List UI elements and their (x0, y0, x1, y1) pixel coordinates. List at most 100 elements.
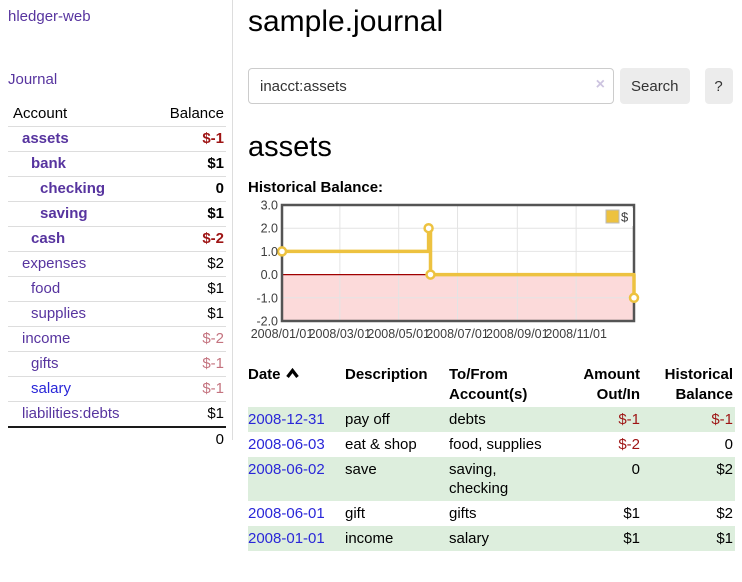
svg-text:-2.0: -2.0 (256, 315, 278, 329)
txn-date-link[interactable]: 2008-06-02 (248, 461, 325, 478)
search-row: × Search ? (248, 68, 735, 104)
txn-date-link[interactable]: 2008-01-01 (248, 530, 325, 547)
txn-accounts-cell: debts (449, 411, 486, 428)
txn-accounts-cell: gifts (449, 505, 477, 522)
txn-balance-cell: $-1 (711, 411, 733, 428)
svg-text:1.0: 1.0 (261, 245, 278, 259)
transaction-row: 2008-12-31 pay off debts $-1 $-1 (248, 407, 735, 432)
svg-text:2.0: 2.0 (261, 222, 278, 236)
transaction-row: 2008-01-01 income salary $1 $1 (248, 526, 735, 551)
svg-text:2008/01/01: 2008/01/01 (251, 327, 314, 341)
account-row: bank $1 (8, 152, 226, 177)
account-row: salary $-1 (8, 377, 226, 402)
txn-balance-cell: $1 (716, 530, 733, 547)
txn-amount-cell: $-2 (618, 436, 640, 453)
account-row: cash $-2 (8, 227, 226, 252)
accounts-total-balance: 0 (215, 431, 224, 448)
search-input[interactable] (248, 68, 614, 104)
svg-text:$: $ (621, 210, 629, 225)
account-row: liabilities:debts $1 (8, 402, 226, 427)
account-link[interactable]: liabilities:debts (22, 405, 120, 422)
txn-accounts-cell: saving, checking (449, 461, 509, 497)
account-row: checking 0 (8, 177, 226, 202)
historical-balance-chart: $3.0 2.0 1.0 0.0 -1.0 -2.0 2008/01/01 2008/03/0… (248, 200, 735, 346)
account-link[interactable]: food (31, 280, 61, 297)
search-wrap: × (248, 68, 614, 104)
account-link[interactable]: gifts (31, 355, 59, 372)
txn-col-tofrom: To/From Account(s) (449, 366, 528, 403)
account-link[interactable]: bank (31, 155, 67, 172)
account-row: assets $-1 (8, 127, 226, 152)
account-balance: $1 (207, 405, 224, 422)
account-link[interactable]: expenses (22, 255, 87, 272)
account-link[interactable]: assets (22, 130, 69, 147)
txn-date-cell: 2008-12-31 (248, 407, 345, 432)
clear-search-icon[interactable]: × (595, 76, 605, 93)
search-button[interactable]: Search (620, 68, 690, 104)
accounts-col-account: Account (13, 105, 68, 122)
txn-balance-cell: $2 (716, 505, 733, 522)
account-link[interactable]: income (22, 330, 71, 347)
txn-date-cell: 2008-06-03 (248, 432, 345, 457)
accounts-header-row: Account Balance (8, 101, 226, 127)
txn-description-cell: save (345, 461, 377, 478)
account-link[interactable]: cash (31, 230, 66, 247)
sidebar-item-journal[interactable]: Journal (8, 71, 58, 88)
txn-balance-cell: 0 (724, 436, 733, 453)
account-balance: $1 (207, 305, 224, 322)
txn-description-cell: gift (345, 505, 366, 522)
txn-col-amount: Amount Out/In (583, 366, 640, 403)
account-balance: $-2 (202, 330, 224, 347)
account-balance: 0 (215, 180, 224, 197)
sort-asc-icon (285, 365, 300, 385)
account-row: saving $1 (8, 202, 226, 227)
account-balance: $-2 (202, 230, 224, 247)
accounts-table: Account Balance assets $-1 bank $1 checking 0… (8, 101, 226, 452)
txn-col-historical: Historical Balance (664, 366, 733, 403)
account-page-title: assets (248, 131, 332, 163)
transaction-row: 2008-06-03 eat & shop food, supplies $-2 0 (248, 432, 735, 457)
account-balance: $1 (207, 280, 224, 297)
account-row: food $1 (8, 277, 226, 302)
transaction-row: 2008-06-02 save saving, checking 0 $2 (248, 457, 735, 501)
txn-date-link[interactable]: 2008-12-31 (248, 411, 325, 428)
txn-description-cell: income (345, 530, 394, 547)
chart-label: Historical Balance: (248, 179, 384, 196)
accounts-col-balance: Balance (169, 105, 224, 122)
brand-link[interactable]: hledger-web (8, 8, 91, 25)
sidebar: hledger-web Journal Account Balance asse… (0, 0, 233, 551)
accounts-total-row: 0 (8, 427, 226, 452)
transaction-row: 2008-06-01 gift gifts $1 $2 (248, 501, 735, 526)
journal-title: sample.journal (248, 5, 444, 38)
svg-text:3.0: 3.0 (261, 200, 278, 213)
account-row: income $-2 (8, 327, 226, 352)
svg-text:2008/11/01: 2008/11/01 (545, 327, 607, 341)
account-balance: $1 (207, 205, 224, 222)
txn-date-cell: 2008-01-01 (248, 526, 345, 551)
transactions-header-row: Date Description To/From Account(s) Amount Ou… (248, 362, 735, 407)
account-link[interactable]: salary (31, 380, 72, 397)
account-balance: $2 (207, 255, 224, 272)
account-row: gifts $-1 (8, 352, 226, 377)
account-row: expenses $2 (8, 252, 226, 277)
account-link[interactable]: saving (40, 205, 88, 222)
account-balance: $-1 (202, 380, 224, 397)
app: hledger-web Journal Account Balance asse… (0, 0, 735, 551)
txn-date-link[interactable]: 2008-06-03 (248, 436, 325, 453)
help-button[interactable]: ? (704, 68, 733, 104)
account-balance: $-1 (202, 130, 224, 147)
txn-amount-cell: $1 (623, 530, 640, 547)
account-balance: $1 (207, 155, 224, 172)
svg-text:2008/09/01: 2008/09/01 (486, 327, 549, 341)
txn-col-description: Description (345, 366, 428, 383)
txn-col-date[interactable]: Date (248, 362, 345, 407)
txn-description-cell: pay off (345, 411, 390, 428)
svg-text:2008/03/01: 2008/03/01 (309, 327, 372, 341)
account-row: supplies $1 (8, 302, 226, 327)
account-link[interactable]: supplies (31, 305, 87, 322)
svg-text:2008/07/01: 2008/07/01 (426, 327, 489, 341)
account-link[interactable]: checking (40, 180, 106, 197)
txn-date-link[interactable]: 2008-06-01 (248, 505, 325, 522)
txn-accounts-cell: food, supplies (449, 436, 542, 453)
txn-balance-cell: $2 (716, 461, 733, 478)
